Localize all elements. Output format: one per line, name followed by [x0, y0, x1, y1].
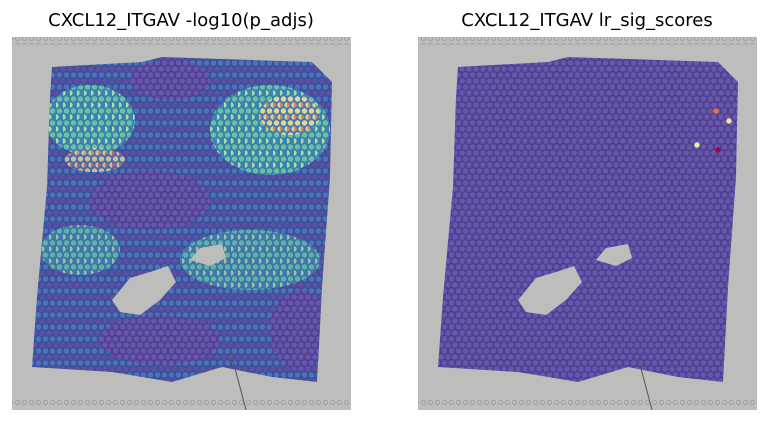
spatial-panel-left [12, 37, 351, 411]
spatial-panel-right [418, 37, 757, 411]
panel-title: CXCL12_ITGAV lr_sig_scores [461, 10, 713, 31]
panel-title: CXCL12_ITGAV -log10(p_adjs) [48, 10, 314, 31]
